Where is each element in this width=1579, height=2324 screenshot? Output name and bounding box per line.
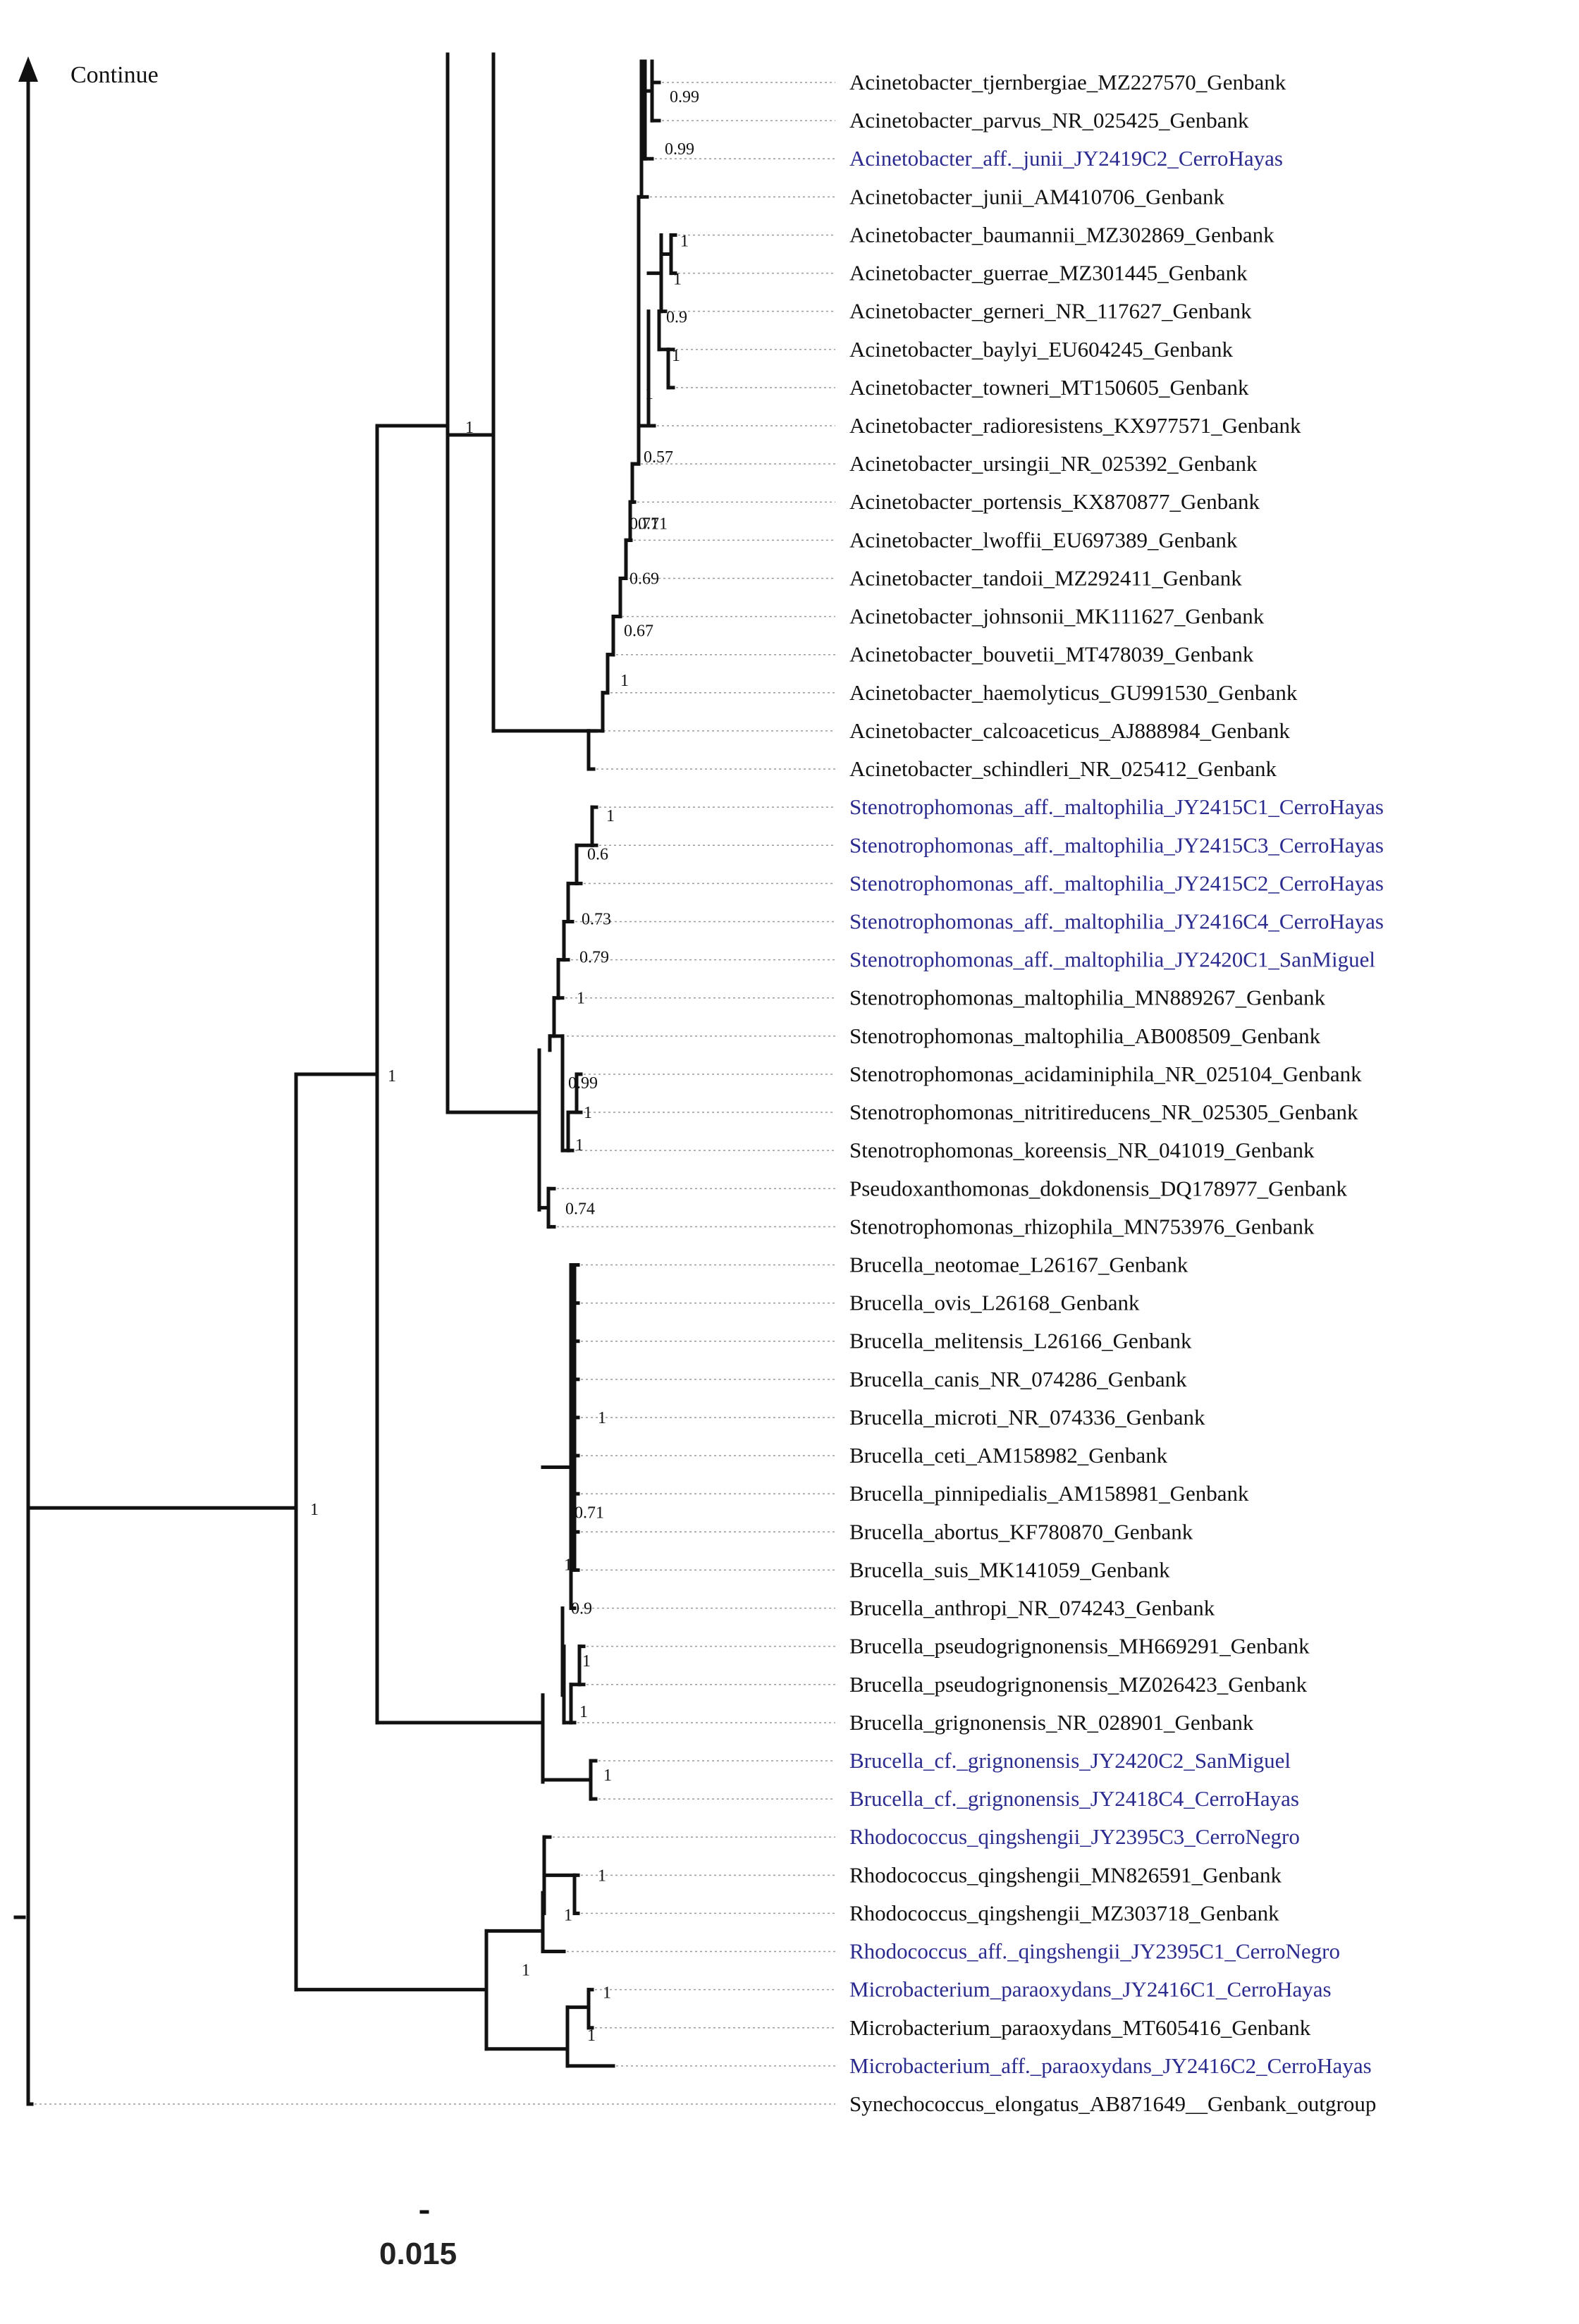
taxon-label: Synechococcus_elongatus_AB871649__Genban… [849,2091,1376,2116]
taxon-label: Stenotrophomonas_acidaminiphila_NR_02510… [849,1062,1362,1086]
taxon-label: Brucella_cf._grignonensis_JY2420C2_SanMi… [849,1748,1291,1773]
taxon-label: Acinetobacter_haemolyticus_GU991530_Genb… [849,680,1298,705]
support-value: 1 [680,232,689,250]
taxon-label: Brucella_grignonensis_NR_028901_Genbank [849,1710,1254,1735]
taxon-label: Acinetobacter_junii_AM410706_Genbank [849,184,1225,209]
support-value: 0.73 [582,910,611,928]
taxon-label: Rhodococcus_qingshengii_MN826591_Genbank [849,1862,1282,1887]
scale-bar-label: 0.015 [379,2237,457,2271]
taxon-label: Microbacterium_paraoxydans_JY2416C1_Cerr… [849,1977,1332,2002]
taxon-label: Brucella_anthropi_NR_074243_Genbank [849,1596,1215,1621]
support-value: 1 [672,347,680,365]
taxon-label: Stenotrophomonas_maltophilia_MN889267_Ge… [849,985,1326,1010]
support-value: 1 [603,1766,612,1785]
taxon-label: Microbacterium_paraoxydans_MT605416_Genb… [849,2015,1311,2040]
taxon-label: Brucella_pseudogrignonensis_MH669291_Gen… [849,1634,1310,1659]
support-value: 0.67 [624,622,653,641]
taxon-label: Brucella_suis_MK141059_Genbank [849,1557,1170,1582]
taxon-label: Stenotrophomonas_aff._maltophilia_JY2415… [849,871,1384,895]
taxon-label: Stenotrophomonas_aff._maltophilia_JY2415… [849,832,1384,857]
support-value: 0.79 [579,949,609,967]
taxon-label: Acinetobacter_parvus_NR_025425_Genbank [849,108,1249,133]
taxon-label: Rhodococcus_qingshengii_JY2395C3_CerroNe… [849,1824,1300,1849]
taxon-label: Stenotrophomonas_rhizophila_MN753976_Gen… [849,1214,1315,1238]
taxon-label: Acinetobacter_baumannii_MZ302869_Genbank [849,222,1274,247]
taxon-label: Acinetobacter_aff._junii_JY2419C2_CerroH… [849,146,1283,171]
taxon-label: Acinetobacter_bouvetii_MT478039_Genbank [849,642,1254,667]
support-value: 1 [465,419,474,437]
support-value: 1 [579,1703,588,1721]
support-value: 1 [582,1652,591,1671]
support-value: 1 [564,1556,572,1574]
taxon-label: Stenotrophomonas_koreensis_NR_041019_Gen… [849,1138,1315,1162]
support-value: 0.71 [629,515,659,533]
support-value: 0.9 [571,1600,592,1618]
support-value: 0.6 [587,845,608,863]
support-value: 1 [388,1067,396,1086]
taxon-label: Acinetobacter_gerneri_NR_117627_Genbank [849,299,1252,324]
support-value: 0.99 [665,140,694,159]
taxon-label: Acinetobacter_portensis_KX870877_Genbank [849,489,1260,514]
support-values: 0.990.99110.9110.570.710.710.690.67110.6… [310,88,699,2045]
support-value: 1 [310,1501,319,1519]
support-value: 1 [606,807,615,825]
taxon-label: Acinetobacter_radioresistens_KX977571_Ge… [849,413,1301,438]
taxon-label: Acinetobacter_calcoaceticus_AJ888984_Gen… [849,718,1290,743]
taxon-label: Acinetobacter_tjernbergiae_MZ227570_Genb… [849,70,1286,94]
taxon-label: Acinetobacter_tandoii_MZ292411_Genbank [849,565,1242,590]
taxon-label: Stenotrophomonas_aff._maltophilia_JY2416… [849,909,1384,933]
taxon-label: Stenotrophomonas_maltophilia_AB008509_Ge… [849,1023,1321,1048]
support-value: 1 [575,1136,584,1155]
taxon-label: Microbacterium_aff._paraoxydans_JY2416C2… [849,2053,1372,2078]
taxon-label: Rhodococcus_qingshengii_MZ303718_Genbank [849,1900,1279,1925]
taxon-label: Brucella_neotomae_L26167_Genbank [849,1253,1188,1277]
support-value: 0.57 [644,448,673,467]
taxon-label: Acinetobacter_towneri_MT150605_Genbank [849,375,1249,400]
support-value: 0.69 [629,570,659,588]
tree-branches [26,52,677,2106]
support-value: 1 [598,1409,606,1427]
taxon-label: Brucella_canis_NR_074286_Genbank [849,1367,1187,1391]
taxon-label: Brucella_cf._grignonensis_JY2418C4_Cerro… [849,1786,1299,1811]
taxon-label: Stenotrophomonas_aff._maltophilia_JY2420… [849,947,1375,972]
support-value: 1 [522,1962,530,1980]
support-value: 1 [587,2027,596,2045]
taxon-label: Brucella_abortus_KF780870_Genbank [849,1519,1193,1544]
support-value: 1 [564,1906,572,1924]
taxon-label: Stenotrophomonas_aff._maltophilia_JY2415… [849,794,1384,819]
taxon-label: Acinetobacter_johnsonii_MK111627_Genbank [849,604,1265,629]
taxon-label: Brucella_pinnipedialis_AM158981_Genbank [849,1481,1249,1506]
taxon-label: Acinetobacter_lwoffii_EU697389_Genbank [849,527,1238,552]
taxon-label: Brucella_ovis_L26168_Genbank [849,1291,1140,1315]
support-value: 0.71 [575,1504,604,1522]
support-value: 1 [603,1984,611,2003]
taxon-label: Acinetobacter_ursingii_NR_025392_Genbank [849,451,1258,476]
taxon-label: Acinetobacter_baylyi_EU604245_Genbank [849,337,1234,362]
scale-bar: 0.015 [379,2210,457,2271]
taxon-label: Rhodococcus_aff._qingshengii_JY2395C1_Ce… [849,1939,1340,1964]
support-value: 0.99 [568,1074,598,1093]
support-value: 0.9 [666,309,687,327]
taxon-label: Brucella_microti_NR_074336_Genbank [849,1405,1205,1430]
support-value: 1 [645,385,653,403]
support-value: 1 [598,1867,606,1885]
support-value: 0.99 [670,88,699,106]
support-value: 1 [584,1104,592,1122]
taxon-label: Brucella_pseudogrignonensis_MZ026423_Gen… [849,1672,1308,1697]
taxon-label: Stenotrophomonas_nitritireducens_NR_0253… [849,1100,1358,1124]
taxon-labels: Acinetobacter_tjernbergiae_MZ227570_Genb… [849,70,1384,2116]
support-value: 1 [620,672,629,690]
taxon-label: Brucella_melitensis_L26166_Genbank [849,1329,1192,1353]
taxon-label: Pseudoxanthomonas_dokdonensis_DQ178977_G… [849,1176,1348,1200]
support-value: 1 [673,271,682,289]
support-value: 0.71 [638,515,668,533]
support-value: 1 [577,990,585,1008]
taxon-label: Acinetobacter_schindleri_NR_025412_Genba… [849,756,1277,781]
continue-label: Continue [70,62,159,88]
support-value: 0.74 [565,1200,595,1218]
leader-lines [35,82,835,2105]
taxon-label: Brucella_ceti_AM158982_Genbank [849,1443,1168,1468]
taxon-label: Acinetobacter_guerrae_MZ301445_Genbank [849,261,1248,285]
